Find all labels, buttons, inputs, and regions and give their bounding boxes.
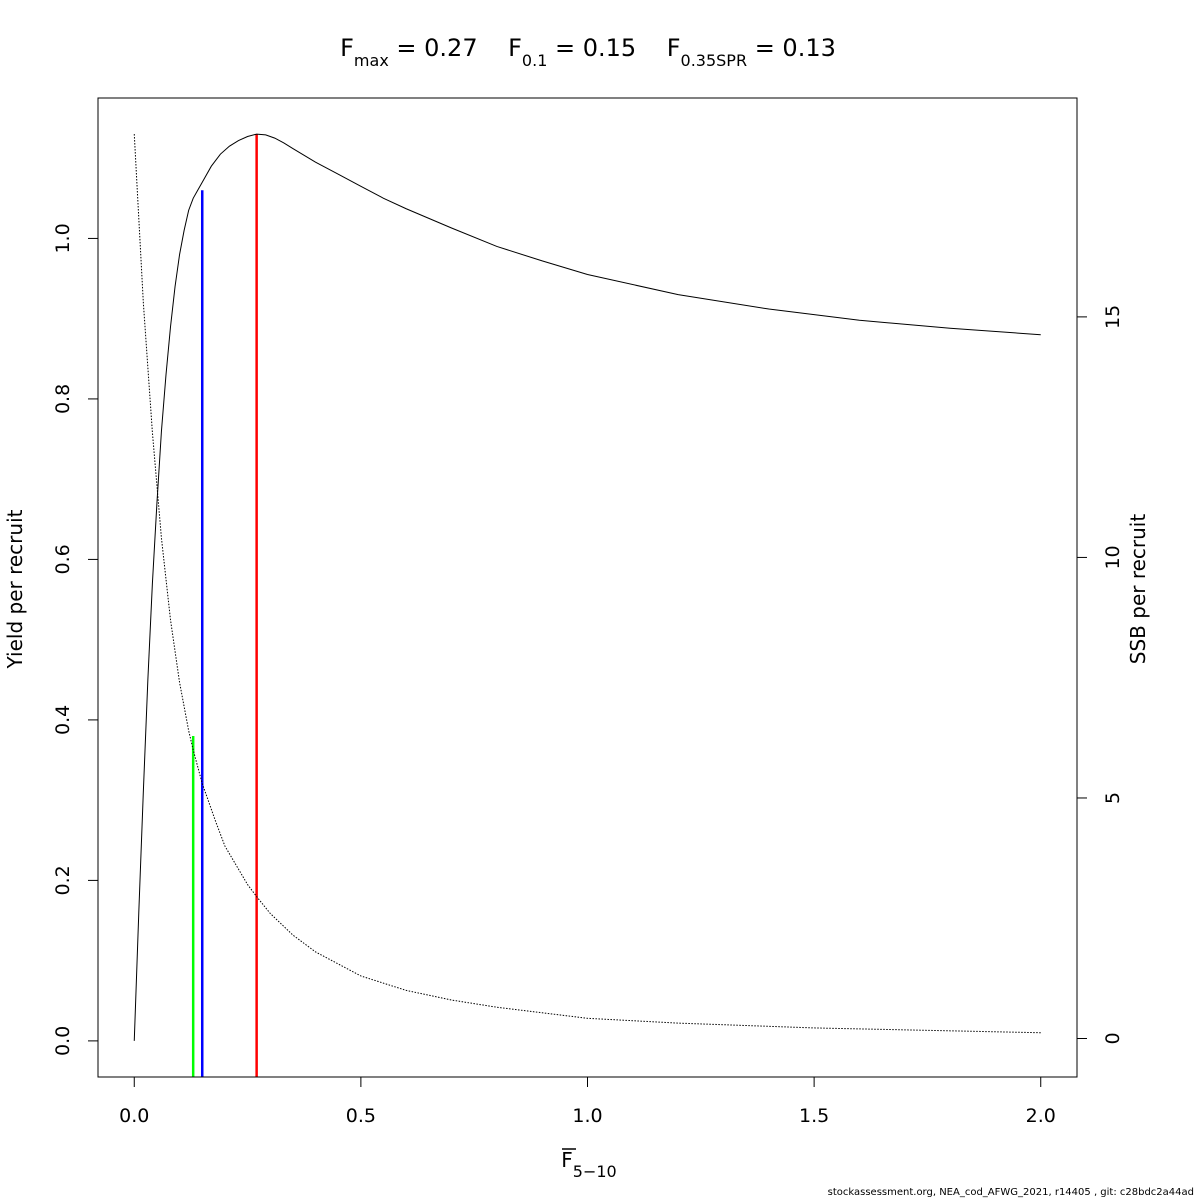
title-part-value: = 0.13 [747,34,836,62]
y-axis-left: 0.0 0.2 0.4 0.6 0.8 1.0 [52,223,99,1056]
y2-tick-label: 10 [1102,545,1124,569]
ssb-per-recruit-line [133,134,1041,1034]
y2-tick-label: 5 [1102,792,1124,804]
x-tick-label: 2.0 [1026,1105,1056,1127]
y-axis-label: Yield per recruit [3,509,27,669]
x-axis-label: F5−10 [561,1148,616,1181]
title-part-subscript: 0.35SPR [681,51,748,70]
title-part-value: = 0.27 [389,34,478,62]
y-tick-label: 0.2 [52,865,74,895]
yield-per-recruit-line [133,133,1041,1041]
x-label-base: F [561,1148,573,1172]
x-tick-label: 0.0 [119,1105,149,1127]
y2-axis-label: SSB per recruit [1126,514,1150,665]
y-tick-label: 0.6 [52,544,74,574]
plot-frame [97,97,1078,1078]
title-part-base: F [478,34,522,62]
x-tick-label: 1.5 [799,1105,829,1127]
x-tick-label: 0.5 [346,1105,376,1127]
title-part-value: = 0.15 [547,34,636,62]
chart-title-text: Fmax = 0.27 F0.1 = 0.15 F0.35SPR = 0.13 [340,34,836,70]
x-label-subscript: 5−10 [573,1162,617,1181]
y2-tick-label: 0 [1102,1032,1124,1044]
y-axis-right: 0 5 10 15 [1076,305,1124,1045]
series-group [133,133,1041,1041]
title-part-subscript: max [354,51,389,70]
x-axis: 0.0 0.5 1.0 1.5 2.0 [119,1076,1056,1127]
y-tick-label: 0.0 [52,1026,74,1056]
footer-credit: stockassessment.org, NEA_cod_AFWG_2021, … [827,1187,1194,1198]
title-part-base: F [636,34,680,62]
y-tick-label: 0.4 [52,705,74,735]
chart-title: Fmax = 0.27 F0.1 = 0.15 F0.35SPR = 0.13 [340,34,836,70]
title-part-subscript: 0.1 [522,51,547,70]
title-part-base: F [340,34,354,62]
y-tick-label: 1.0 [52,223,74,253]
y2-tick-label: 15 [1102,305,1124,329]
x-tick-label: 1.0 [572,1105,602,1127]
y-tick-label: 0.8 [52,384,74,414]
reference-lines [191,134,258,1077]
